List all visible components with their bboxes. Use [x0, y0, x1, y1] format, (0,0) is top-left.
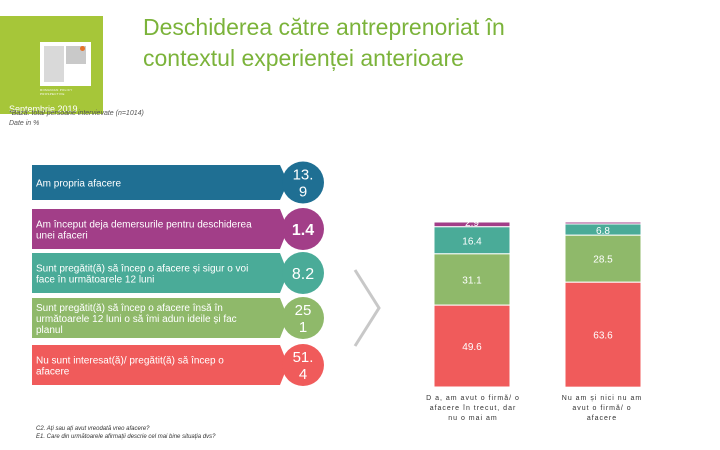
category-label: Am început deja demersurile pentru desch… — [36, 220, 252, 231]
stacked-segment — [564, 234, 642, 283]
category-bar — [32, 345, 280, 385]
data-label: 63.6 — [593, 331, 613, 342]
logo-dot — [80, 46, 85, 51]
x-axis-label: Nu am și nici nu am avut o firmă/ o afac… — [561, 395, 643, 422]
base-note: *Bază: total persoane intervievate (n=10… — [9, 109, 144, 129]
data-label: 13. — [293, 167, 314, 184]
stacked-segment — [433, 253, 511, 306]
category-label: Am propria afacere — [36, 179, 121, 190]
category-label: afacere — [36, 367, 70, 378]
value-badge — [282, 161, 324, 204]
category-label: Nu sunt interesat(ă)/ pregătit(ă) să înc… — [36, 356, 224, 367]
unit-note: Date in % — [9, 120, 40, 127]
question-line: C2. Ați sau ați avut vreodată vreo aface… — [36, 426, 150, 432]
data-label: 1 — [299, 319, 307, 336]
data-label: 31.1 — [462, 276, 482, 287]
data-label: 6.8 — [596, 226, 610, 237]
value-badge — [282, 297, 324, 339]
data-label: 4 — [299, 366, 307, 383]
stacked-segment — [433, 226, 511, 255]
category-bar — [32, 209, 280, 249]
data-label: 25 — [295, 302, 312, 319]
logo-caption: ROMANIAN POLICY PROSPECTIVE — [40, 88, 73, 96]
data-label: 49.6 — [462, 342, 482, 353]
page-title: Deschiderea către antreprenoriat în cont… — [143, 12, 623, 74]
data-label: 1.4 — [292, 222, 314, 239]
category-label: următoarele 12 luni o să îmi adun ideile… — [36, 314, 237, 325]
category-bar — [32, 298, 280, 338]
data-label: 51. — [293, 349, 314, 366]
category-bar — [32, 165, 280, 200]
category-label: Sunt pregătit(ă) să încep o afacere însă… — [36, 303, 223, 314]
stacked-segment — [433, 304, 511, 388]
page-title-line: contextul experienței anterioare — [143, 45, 464, 71]
data-label: 9 — [299, 184, 307, 201]
logo: ROMANIAN POLICY PROSPECTIVE Septembrie 2… — [0, 16, 103, 114]
category-label: unei afaceri — [36, 231, 88, 242]
stacked-segment — [564, 281, 642, 388]
x-axis-label: D a, am avut o firmă/ o afacere în trecu… — [426, 395, 520, 422]
data-label: 8.2 — [292, 266, 314, 283]
value-badge — [282, 252, 324, 294]
question-line: E1. Care din următoarele afirmații descr… — [36, 434, 216, 440]
value-badge — [282, 344, 324, 386]
category-bar — [32, 253, 280, 293]
data-label: 2.9 — [465, 218, 479, 229]
logo-mark — [40, 42, 91, 86]
category-label: planul — [36, 325, 63, 336]
logo-bar — [44, 46, 64, 82]
page-title-line: Deschiderea către antreprenoriat în — [143, 14, 505, 40]
data-label: 16.4 — [462, 236, 482, 247]
report-date: Septembrie 2019 — [9, 104, 78, 114]
data-label: 28.5 — [593, 255, 613, 266]
base-note-line: *Bază: total persoane intervievate (n=10… — [9, 110, 144, 117]
category-label: face în următoarele 12 luni — [36, 275, 154, 286]
category-label: Sunt pregătit(ă) să încep o afacere și s… — [36, 264, 248, 275]
value-badge — [282, 208, 324, 250]
question-note: C2. Ați sau ați avut vreodată vreo aface… — [36, 425, 215, 441]
chevron-right-icon — [353, 269, 381, 347]
